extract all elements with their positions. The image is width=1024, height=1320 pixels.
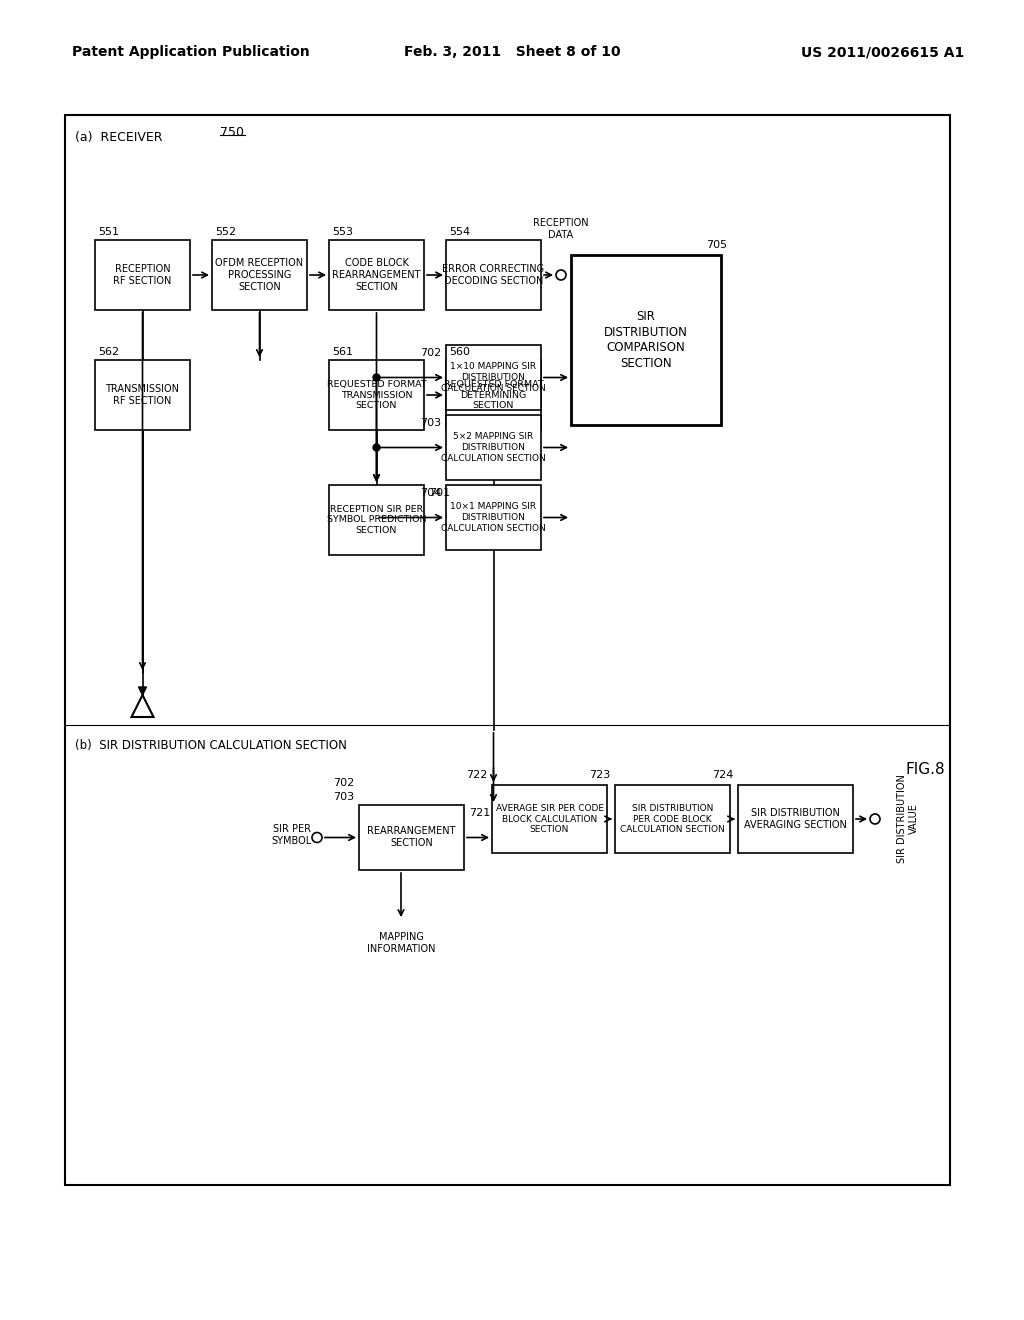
Text: CODE BLOCK
REARRANGEMENT
SECTION: CODE BLOCK REARRANGEMENT SECTION (332, 257, 421, 292)
Text: 551: 551 (98, 227, 119, 238)
Bar (446, 240, 541, 310)
Bar (615, 785, 730, 853)
Text: 722: 722 (466, 770, 487, 780)
Circle shape (373, 444, 380, 451)
Text: OFDM RECEPTION
PROCESSING
SECTION: OFDM RECEPTION PROCESSING SECTION (215, 257, 303, 292)
Text: (b)  SIR DISTRIBUTION CALCULATION SECTION: (b) SIR DISTRIBUTION CALCULATION SECTION (75, 738, 347, 751)
Text: RECEPTION
RF SECTION: RECEPTION RF SECTION (114, 264, 172, 286)
Text: 750: 750 (220, 125, 244, 139)
Text: 705: 705 (706, 240, 727, 249)
Text: 560: 560 (449, 347, 470, 356)
Text: 562: 562 (98, 347, 119, 356)
Polygon shape (138, 686, 146, 696)
Bar (446, 484, 541, 550)
Text: 554: 554 (449, 227, 470, 238)
Text: FIG.8: FIG.8 (905, 763, 945, 777)
Text: 561: 561 (332, 347, 353, 356)
Text: SIR PER
SYMBOL: SIR PER SYMBOL (271, 824, 312, 846)
Circle shape (373, 374, 380, 381)
Bar (212, 240, 307, 310)
Text: US 2011/0026615 A1: US 2011/0026615 A1 (801, 45, 964, 59)
Bar (571, 255, 721, 425)
Bar (446, 414, 541, 480)
Text: TRANSMISSION
RF SECTION: TRANSMISSION RF SECTION (105, 384, 179, 407)
Text: REQUESTED FORMAT
TRANSMISSION
SECTION: REQUESTED FORMAT TRANSMISSION SECTION (327, 380, 426, 411)
Text: 10×1 MAPPING SIR
DISTRIBUTION
CALCULATION SECTION: 10×1 MAPPING SIR DISTRIBUTION CALCULATIO… (441, 502, 546, 533)
Text: 553: 553 (332, 227, 353, 238)
Text: REARRANGEMENT
SECTION: REARRANGEMENT SECTION (368, 826, 456, 849)
Text: 704: 704 (420, 488, 441, 498)
Text: Feb. 3, 2011   Sheet 8 of 10: Feb. 3, 2011 Sheet 8 of 10 (403, 45, 621, 59)
Text: SIR DISTRIBUTION
PER CODE BLOCK
CALCULATION SECTION: SIR DISTRIBUTION PER CODE BLOCK CALCULAT… (621, 804, 725, 834)
Bar (329, 360, 424, 430)
Bar (359, 805, 464, 870)
Bar (329, 484, 424, 554)
Bar (738, 785, 853, 853)
Bar (492, 785, 607, 853)
Text: MAPPING
INFORMATION: MAPPING INFORMATION (367, 932, 435, 953)
Text: SIR DISTRIBUTION
VALUE: SIR DISTRIBUTION VALUE (897, 775, 919, 863)
Text: SIR DISTRIBUTION
AVERAGING SECTION: SIR DISTRIBUTION AVERAGING SECTION (744, 808, 847, 830)
Text: 5×2 MAPPING SIR
DISTRIBUTION
CALCULATION SECTION: 5×2 MAPPING SIR DISTRIBUTION CALCULATION… (441, 432, 546, 463)
Text: SIR
DISTRIBUTION
COMPARISON
SECTION: SIR DISTRIBUTION COMPARISON SECTION (604, 310, 688, 370)
Text: 702: 702 (420, 348, 441, 358)
Bar (446, 345, 541, 411)
Text: 721: 721 (469, 808, 490, 818)
Text: 724: 724 (712, 770, 733, 780)
Text: 703: 703 (420, 418, 441, 428)
Text: ERROR CORRECTING
DECODING SECTION: ERROR CORRECTING DECODING SECTION (442, 264, 545, 286)
Bar (95, 240, 190, 310)
Text: AVERAGE SIR PER CODE
BLOCK CALCULATION
SECTION: AVERAGE SIR PER CODE BLOCK CALCULATION S… (496, 804, 603, 834)
Text: Patent Application Publication: Patent Application Publication (72, 45, 309, 59)
Text: 552: 552 (215, 227, 237, 238)
Bar (95, 360, 190, 430)
Bar (65, 115, 950, 1185)
Text: 703: 703 (333, 792, 354, 803)
Text: 701: 701 (429, 488, 451, 498)
Text: (a)  RECEIVER: (a) RECEIVER (75, 131, 163, 144)
Text: RECEPTION
DATA: RECEPTION DATA (534, 218, 589, 240)
Text: 723: 723 (589, 770, 610, 780)
Bar (329, 240, 424, 310)
Text: REQUESTED FORMAT
DETERMINING
SECTION: REQUESTED FORMAT DETERMINING SECTION (443, 380, 544, 411)
Text: RECEPTION SIR PER
SYMBOL PREDICTION
SECTION: RECEPTION SIR PER SYMBOL PREDICTION SECT… (327, 504, 426, 535)
Bar (446, 360, 541, 430)
Text: 702: 702 (333, 777, 354, 788)
Text: 1×10 MAPPING SIR
DISTRIBUTION
CALCULATION SECTION: 1×10 MAPPING SIR DISTRIBUTION CALCULATIO… (441, 362, 546, 393)
